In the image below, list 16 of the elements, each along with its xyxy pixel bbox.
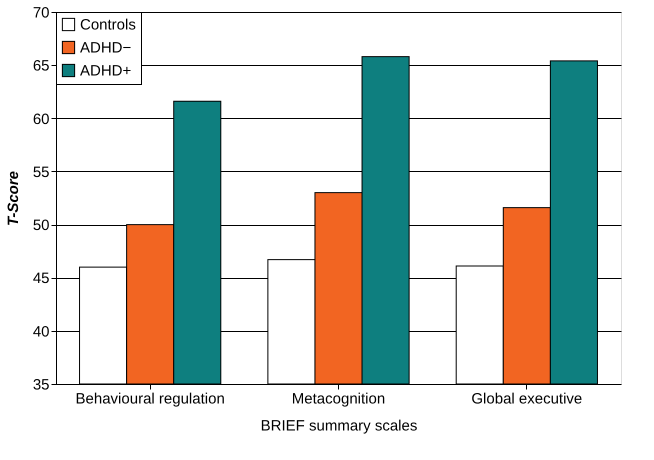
x-axis-title: BRIEF summary scales bbox=[260, 418, 418, 434]
y-tick-label: 65 bbox=[32, 58, 50, 75]
legend-label: ADHD+ bbox=[80, 62, 132, 80]
x-tick-label: Metacognition bbox=[292, 390, 386, 408]
y-tick-label: 40 bbox=[32, 323, 50, 340]
y-tick-label: 55 bbox=[32, 164, 50, 181]
x-tick-label: Global executive bbox=[471, 390, 582, 408]
y-tick-label: 60 bbox=[32, 110, 50, 128]
y-axis-title: T-Score bbox=[4, 170, 22, 226]
y-tick-label: 70 bbox=[32, 4, 50, 22]
y-tick-label: 35 bbox=[32, 376, 50, 394]
y-tick-label: 45 bbox=[32, 270, 50, 288]
legend-label: ADHD− bbox=[80, 40, 132, 56]
y-tick-label: 50 bbox=[32, 217, 50, 234]
x-tick-label: Behavioural regulation bbox=[76, 390, 225, 408]
legend-label: Controls bbox=[80, 16, 136, 34]
